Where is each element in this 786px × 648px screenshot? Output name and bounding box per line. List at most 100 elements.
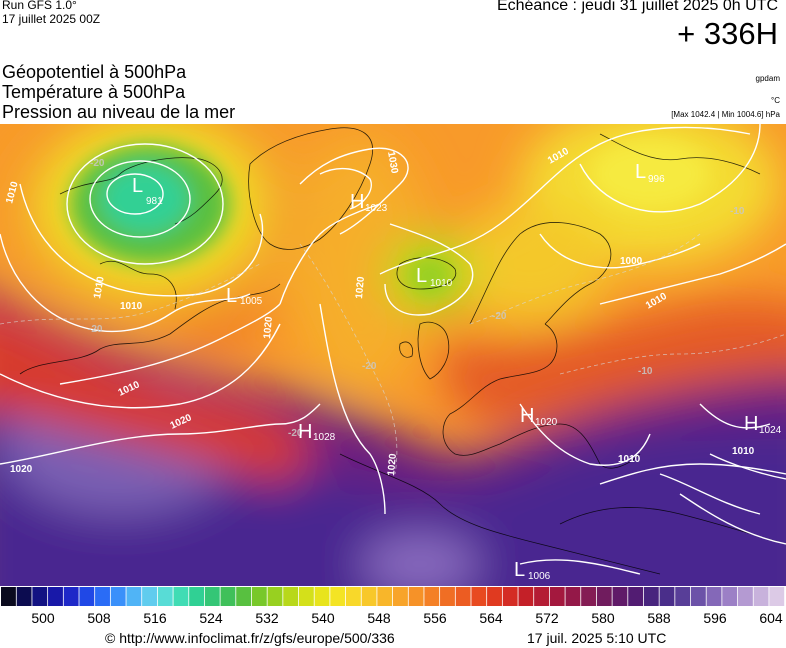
color-scale-swatch bbox=[157, 587, 173, 606]
color-scale-swatch bbox=[48, 587, 63, 606]
high-center-1028: H 1028 bbox=[298, 421, 336, 443]
source-credit: © http://www.infoclimat.fr/z/gfs/europe/… bbox=[105, 630, 395, 646]
isobars bbox=[0, 124, 786, 575]
pressure-centers: L 981 H 1023 L 996 L 1005 L 1010 H 1028 bbox=[132, 161, 782, 582]
low-center-996: L 996 bbox=[635, 161, 665, 185]
color-scale-swatch bbox=[204, 587, 220, 606]
forecast-horizon: + 336H bbox=[677, 16, 778, 51]
low-core bbox=[70, 139, 710, 296]
title-pressure: Pression au niveau de la mer bbox=[2, 102, 236, 122]
svg-text:L: L bbox=[226, 285, 237, 307]
color-scale-tick-labels: 500 508 516 524 532 540 548 556 564 572 580 588 596 6… bbox=[0, 610, 786, 628]
isobar-label: 1010 bbox=[120, 301, 143, 312]
isotherm-label: -10 bbox=[730, 206, 745, 217]
color-scale-swatch bbox=[549, 587, 565, 606]
svg-text:1024: 1024 bbox=[759, 425, 782, 436]
color-scale-swatch bbox=[440, 587, 455, 606]
color-scale-tick-label: 596 bbox=[703, 610, 727, 626]
color-scale-tick-label: 548 bbox=[367, 610, 391, 626]
isobar-label: 1030 bbox=[385, 151, 400, 175]
isotherm-label: -20 bbox=[492, 311, 507, 322]
color-scale-swatch bbox=[502, 587, 518, 606]
color-scale-swatch bbox=[518, 587, 534, 606]
color-scale-tick-label: 532 bbox=[255, 610, 279, 626]
color-scale-swatch bbox=[377, 587, 393, 606]
color-scale-swatch bbox=[95, 587, 110, 606]
svg-text:1023: 1023 bbox=[365, 203, 388, 214]
svg-text:996: 996 bbox=[648, 174, 665, 185]
color-scale-swatch bbox=[267, 587, 283, 606]
svg-text:L: L bbox=[132, 175, 143, 197]
isotherm-label: -10 bbox=[638, 366, 653, 377]
low-center-1010: L 1010 bbox=[416, 265, 453, 289]
color-scale-swatch bbox=[424, 587, 440, 606]
color-scale-swatch bbox=[330, 587, 346, 606]
svg-text:L: L bbox=[514, 559, 525, 581]
isotherm-label: -20 bbox=[90, 158, 105, 169]
color-scale-tick-label: 604 bbox=[759, 610, 783, 626]
color-scale-tick-label: 500 bbox=[31, 610, 55, 626]
isobar-label: 1010 bbox=[732, 446, 755, 457]
isotherm-label: -20 bbox=[88, 324, 103, 335]
color-scale-tick-label: 524 bbox=[199, 610, 223, 626]
isobar-label: 1010 bbox=[92, 275, 107, 299]
pressure-range: [Max 1042.4 | Min 1004.6] hPa bbox=[671, 110, 780, 119]
low-center-1006: L 1006 bbox=[514, 559, 551, 582]
color-scale-swatch bbox=[565, 587, 581, 606]
color-scale-swatch bbox=[283, 587, 299, 606]
color-scale-tick-label: 516 bbox=[143, 610, 167, 626]
svg-text:981: 981 bbox=[146, 196, 163, 207]
color-scale-swatch bbox=[1, 587, 16, 606]
svg-text:1005: 1005 bbox=[240, 296, 263, 307]
weather-map: 1010 1010 1020 1020 1010 1020 1020 1020 … bbox=[0, 124, 786, 586]
run-date-label: 17 juillet 2025 00Z bbox=[2, 12, 101, 26]
color-scale-swatch bbox=[706, 587, 722, 606]
color-scale-swatch bbox=[408, 587, 424, 606]
color-scale-swatch bbox=[455, 587, 471, 606]
low-center-981: L 981 bbox=[132, 175, 163, 207]
color-scale-swatch bbox=[737, 587, 753, 606]
color-scale-swatch bbox=[487, 587, 502, 606]
color-scale-swatch bbox=[534, 587, 549, 606]
geopotential-color-scale bbox=[1, 587, 785, 606]
color-scale-swatch bbox=[142, 587, 157, 606]
generation-timestamp: 17 juil. 2025 5:10 UTC bbox=[527, 630, 667, 646]
color-scale-swatch bbox=[722, 587, 738, 606]
color-scale-swatch bbox=[63, 587, 79, 606]
forecast-valid-time: Echéance : jeudi 31 juillet 2025 0h UTC bbox=[496, 0, 778, 14]
high-center-1020: H 1020 bbox=[520, 405, 558, 428]
color-scale-swatch bbox=[643, 587, 659, 606]
title-geopotential: Géopotentiel à 500hPa bbox=[2, 62, 187, 82]
svg-text:H: H bbox=[350, 191, 364, 213]
color-scale-swatch bbox=[110, 587, 126, 606]
color-scale-swatch bbox=[393, 587, 408, 606]
color-scale-swatch bbox=[236, 587, 252, 606]
color-scale-swatch bbox=[298, 587, 314, 606]
color-scale-tick-label: 508 bbox=[87, 610, 111, 626]
isobar-label: 1010 bbox=[618, 454, 641, 465]
svg-text:L: L bbox=[635, 161, 646, 183]
isotherms bbox=[0, 233, 786, 475]
color-scale-tick-label: 564 bbox=[479, 610, 503, 626]
color-scale-swatch bbox=[173, 587, 189, 606]
isobar-label: 1020 bbox=[354, 276, 367, 300]
color-scale-swatch bbox=[628, 587, 644, 606]
color-scale-swatch bbox=[690, 587, 706, 606]
color-scale-tick-label: 580 bbox=[591, 610, 615, 626]
color-scale-swatch bbox=[753, 587, 769, 606]
isobar-label: 1000 bbox=[620, 256, 643, 267]
color-scale-swatch bbox=[659, 587, 675, 606]
isobar-label: 1020 bbox=[386, 453, 399, 477]
svg-text:1028: 1028 bbox=[313, 432, 336, 443]
color-scale-tick-label: 572 bbox=[535, 610, 559, 626]
svg-text:H: H bbox=[744, 413, 758, 435]
isotherm-label: -20 bbox=[288, 428, 303, 439]
color-scale-tick-label: 540 bbox=[311, 610, 335, 626]
color-scale-swatch bbox=[79, 587, 95, 606]
color-scale-swatch bbox=[361, 587, 377, 606]
color-scale-tick-label: 556 bbox=[423, 610, 447, 626]
isotherm-label: -20 bbox=[362, 361, 377, 372]
color-scale-tick-label: 588 bbox=[647, 610, 671, 626]
color-scale-swatch bbox=[471, 587, 487, 606]
svg-text:1010: 1010 bbox=[430, 278, 453, 289]
